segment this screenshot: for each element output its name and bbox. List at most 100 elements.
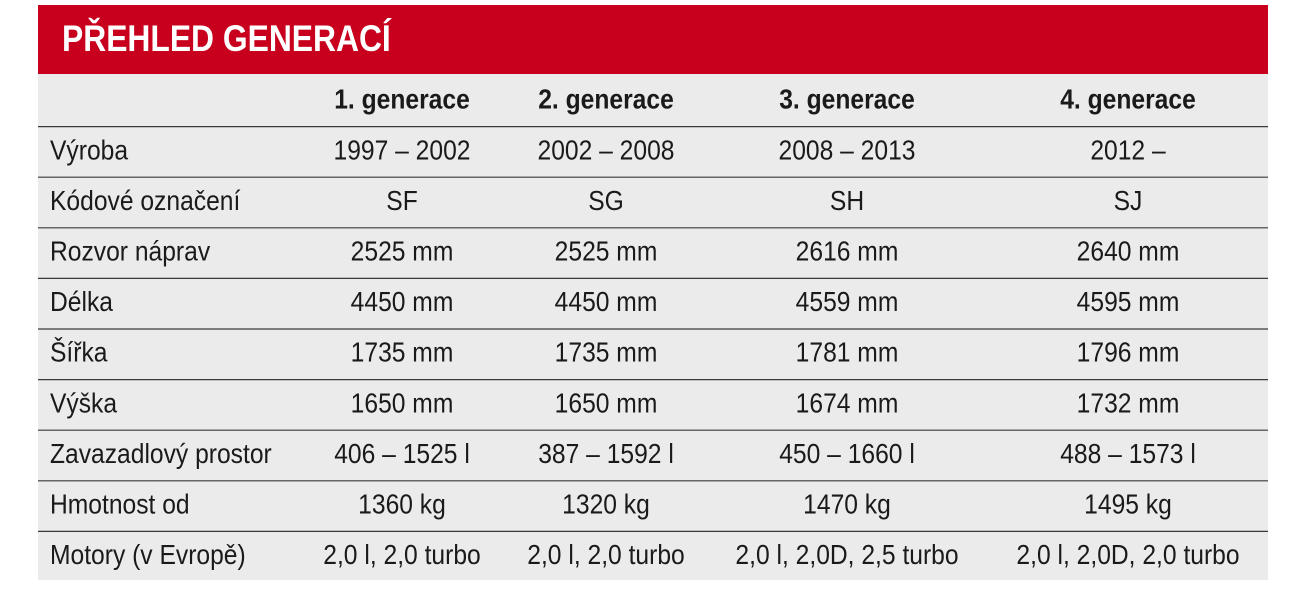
- cell-group: 1470 kg: [803, 488, 891, 520]
- cell: 2,0 l, 2,0D, 2,5 turbo: [735, 539, 958, 571]
- cell-group: 450 – 1660 l: [779, 437, 915, 469]
- cell-group: 488 – 1573 l: [1060, 437, 1196, 469]
- row-label: Délka: [50, 286, 113, 318]
- cell: 4559 mm: [796, 286, 899, 318]
- cell: SJ: [1114, 184, 1143, 216]
- cell-group: 2002 – 2008: [538, 134, 675, 166]
- cell: 2525 mm: [555, 235, 658, 267]
- cell-group: 1781 mm: [796, 336, 899, 368]
- row-label: Zavazadlový prostor: [50, 437, 272, 469]
- cell-group: 2012 –: [1090, 134, 1166, 166]
- cell: SF: [386, 184, 417, 216]
- cell: 1674 mm: [796, 387, 899, 419]
- title-bar: [38, 5, 1268, 74]
- cell: 1470 kg: [803, 488, 891, 520]
- cell: 2616 mm: [796, 235, 899, 267]
- cell-group: 2,0 l, 2,0D, 2,0 turbo: [1016, 539, 1239, 571]
- cell-group: 1674 mm: [796, 387, 899, 419]
- cell-group: 1732 mm: [1077, 387, 1180, 419]
- cell-group: 406 – 1525 l: [334, 437, 470, 469]
- cell: 1495 kg: [1084, 488, 1172, 520]
- cell-group: 2616 mm: [796, 235, 899, 267]
- cell-group: SG: [588, 184, 624, 216]
- cell-group: SF: [386, 184, 417, 216]
- row-label-group: Rozvor náprav: [50, 235, 211, 267]
- table-background: [38, 74, 1268, 580]
- cell-group: 1735 mm: [555, 336, 658, 368]
- column-header-group: 2. generace: [538, 83, 674, 115]
- cell-group: 4559 mm: [796, 286, 899, 318]
- row-label-group: Výška: [50, 387, 117, 419]
- cell-group: 2525 mm: [555, 235, 658, 267]
- cell: 2,0 l, 2,0 turbo: [323, 539, 480, 571]
- cell-group: 1320 kg: [562, 488, 650, 520]
- cell-group: 1650 mm: [351, 387, 454, 419]
- column-header: 1. generace: [334, 83, 470, 115]
- row-label-group: Výroba: [50, 134, 128, 166]
- cell-group: 2525 mm: [351, 235, 454, 267]
- cell-group: 1495 kg: [1084, 488, 1172, 520]
- cell-group: SH: [830, 184, 864, 216]
- column-header: 2. generace: [538, 83, 674, 115]
- cell: SH: [830, 184, 864, 216]
- cell-group: SJ: [1114, 184, 1143, 216]
- cell-group: 4595 mm: [1077, 286, 1180, 318]
- cell: 1735 mm: [555, 336, 658, 368]
- row-label: Výroba: [50, 134, 128, 166]
- cell-group: 2,0 l, 2,0D, 2,5 turbo: [735, 539, 958, 571]
- row-label: Motory (v Evropě): [50, 539, 246, 571]
- cell: 1650 mm: [555, 387, 658, 419]
- cell: 1732 mm: [1077, 387, 1180, 419]
- cell-group: 2,0 l, 2,0 turbo: [323, 539, 480, 571]
- cell: 1650 mm: [351, 387, 454, 419]
- cell-group: 1360 kg: [358, 488, 446, 520]
- cell-group: 1796 mm: [1077, 336, 1180, 368]
- cell: 2640 mm: [1077, 235, 1180, 267]
- cell: SG: [588, 184, 624, 216]
- cell: 1735 mm: [351, 336, 454, 368]
- column-header-group: 3. generace: [779, 83, 915, 115]
- cell: 1360 kg: [358, 488, 446, 520]
- cell: 488 – 1573 l: [1060, 437, 1196, 469]
- title: PŘEHLED GENERACÍ: [62, 16, 392, 59]
- cell: 2,0 l, 2,0D, 2,0 turbo: [1016, 539, 1239, 571]
- cell: 2525 mm: [351, 235, 454, 267]
- cell: 4595 mm: [1077, 286, 1180, 318]
- cell: 4450 mm: [555, 286, 658, 318]
- cell: 4450 mm: [351, 286, 454, 318]
- cell: 2002 – 2008: [538, 134, 675, 166]
- row-label: Výška: [50, 387, 117, 419]
- cell-group: 4450 mm: [351, 286, 454, 318]
- cell: 1320 kg: [562, 488, 650, 520]
- cell: 2,0 l, 2,0 turbo: [527, 539, 684, 571]
- cell-group: 1735 mm: [351, 336, 454, 368]
- row-label-group: Motory (v Evropě): [50, 539, 246, 571]
- cell: 1781 mm: [796, 336, 899, 368]
- row-label: Kódové označení: [50, 184, 241, 216]
- column-header-group: 1. generace: [334, 83, 470, 115]
- cell-group: 1650 mm: [555, 387, 658, 419]
- row-label: Rozvor náprav: [50, 235, 211, 267]
- cell: 2008 – 2013: [779, 134, 916, 166]
- column-header-group: 4. generace: [1060, 83, 1196, 115]
- cell: 387 – 1592 l: [538, 437, 674, 469]
- row-label-group: Hmotnost od: [50, 488, 190, 520]
- row-label-group: Délka: [50, 286, 113, 318]
- title-group: PŘEHLED GENERACÍ: [62, 16, 392, 59]
- cell-group: 1997 – 2002: [334, 134, 471, 166]
- column-header: 3. generace: [779, 83, 915, 115]
- cell: 406 – 1525 l: [334, 437, 470, 469]
- row-label: Šířka: [50, 336, 108, 368]
- cell-group: 4450 mm: [555, 286, 658, 318]
- cell: 1997 – 2002: [334, 134, 471, 166]
- cell-group: 2,0 l, 2,0 turbo: [527, 539, 684, 571]
- row-label: Hmotnost od: [50, 488, 190, 520]
- cell-group: 387 – 1592 l: [538, 437, 674, 469]
- cell-group: 2008 – 2013: [779, 134, 916, 166]
- row-label-group: Kódové označení: [50, 184, 241, 216]
- cell: 1796 mm: [1077, 336, 1180, 368]
- column-header: 4. generace: [1060, 83, 1196, 115]
- cell: 2012 –: [1090, 134, 1166, 166]
